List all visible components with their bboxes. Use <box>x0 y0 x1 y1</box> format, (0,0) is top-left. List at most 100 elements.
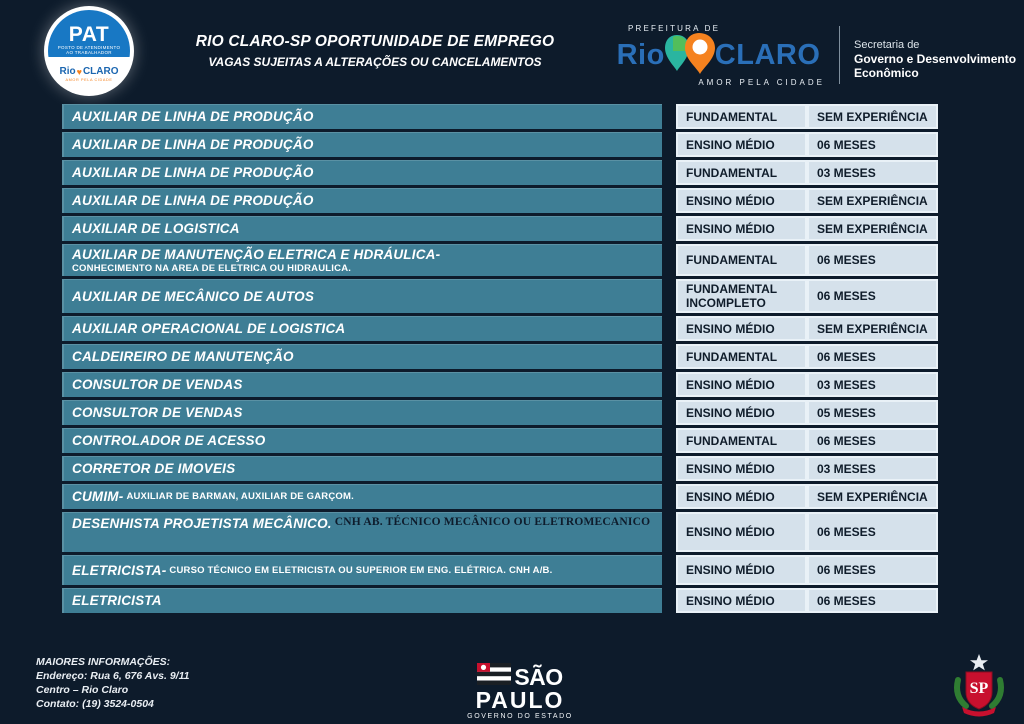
pat-rio-text: Rio <box>59 66 76 77</box>
footer-info-address: Endereço: Rua 6, 676 Avs. 9/11 <box>36 670 190 682</box>
job-title-cell: CONSULTOR DE VENDAS <box>62 400 662 425</box>
education-cell: FUNDAMENTAL INCOMPLETO <box>676 279 807 313</box>
education-cell: ENSINO MÉDIO <box>676 400 807 425</box>
secretaria-line1: Secretaria de <box>854 39 920 51</box>
prefeitura-label: PREFEITURA DE <box>628 24 721 33</box>
experience-cell: 06 MESES <box>807 244 938 276</box>
page-subtitle: VAGAS SUJEITAS A ALTERAÇÕES OU CANCELAME… <box>208 55 542 69</box>
experience-cell: 03 MESES <box>807 160 938 185</box>
column-gap <box>662 344 676 369</box>
table-row: ELETRICISTA- CURSO TÉCNICO EM ELETRICISTA… <box>62 555 938 585</box>
paulo-text: PAULO <box>475 687 565 713</box>
job-title: DESENHISTA PROJETISTA MECÂNICO. <box>72 516 332 531</box>
job-title: ELETRICISTA- <box>72 562 167 578</box>
job-title: AUXILIAR OPERACIONAL DE LOGISTICA <box>72 321 346 336</box>
table-row: CORRETOR DE IMOVEIS ENSINO MÉDIO 03 MESE… <box>62 456 938 481</box>
job-title-cell: CALDEIREIRO DE MANUTENÇÃO <box>62 344 662 369</box>
table-row: AUXILIAR DE LINHA DE PRODUÇÃO FUNDAMENTA… <box>62 160 938 185</box>
table-row: ELETRICISTA ENSINO MÉDIO 06 MESES <box>62 588 938 613</box>
pat-title: PAT <box>68 23 110 46</box>
column-gap <box>662 216 676 241</box>
column-gap <box>662 244 676 276</box>
job-note: AUXILIAR DE BARMAN, AUXILIAR DE GARÇOM. <box>126 491 354 502</box>
sao-paulo-government-logo: SÃO PAULO GOVERNO DO ESTADO <box>455 663 585 720</box>
job-note: CNH AB. TÉCNICO MECÂNICO OU ELETROMECANI… <box>334 516 651 528</box>
education-cell: FUNDAMENTAL <box>676 244 807 276</box>
experience-cell: 06 MESES <box>807 588 938 613</box>
experience-cell: 06 MESES <box>807 279 938 313</box>
table-row: AUXILIAR DE LINHA DE PRODUÇÃO ENSINO MÉD… <box>62 188 938 213</box>
education-cell: ENSINO MÉDIO <box>676 456 807 481</box>
pat-logo: PAT POSTO DE ATENDIMENTO AO TRABALHADOR … <box>44 6 134 96</box>
job-title: AUXILIAR DE MECÂNICO DE AUTOS <box>72 288 315 304</box>
education-cell: FUNDAMENTAL <box>676 104 807 129</box>
job-title-cell: AUXILIAR DE MECÂNICO DE AUTOS <box>62 279 662 313</box>
table-row: AUXILIAR DE LINHA DE PRODUÇÃO ENSINO MÉD… <box>62 132 938 157</box>
pat-logo-inner: PAT POSTO DE ATENDIMENTO AO TRABALHADOR … <box>48 10 130 92</box>
jobs-table: AUXILIAR DE LINHA DE PRODUÇÃO FUNDAMENTA… <box>62 104 938 616</box>
education-cell: ENSINO MÉDIO <box>676 372 807 397</box>
table-row: AUXILIAR DE LINHA DE PRODUÇÃO FUNDAMENTA… <box>62 104 938 129</box>
table-row: CUMIM- AUXILIAR DE BARMAN, AUXILIAR DE GA… <box>62 484 938 509</box>
column-gap <box>662 588 676 613</box>
page-title-block: RIO CLARO-SP OPORTUNIDADE DE EMPREGO VAG… <box>160 33 590 69</box>
job-title: AUXILIAR DE LINHA DE PRODUÇÃO <box>72 165 314 180</box>
experience-cell: SEM EXPERIÊNCIA <box>807 316 938 341</box>
education-cell: ENSINO MÉDIO <box>676 132 807 157</box>
footer-contact-info: MAIORES INFORMAÇÕES: Endereço: Rua 6, 67… <box>36 655 190 711</box>
column-gap <box>662 316 676 341</box>
footer-info-contact: Contato: (19) 3524-0504 <box>36 698 154 710</box>
table-row: AUXILIAR DE LOGISTICA ENSINO MÉDIO SEM E… <box>62 216 938 241</box>
experience-cell: SEM EXPERIÊNCIA <box>807 188 938 213</box>
experience-cell: SEM EXPERIÊNCIA <box>807 484 938 509</box>
table-row: AUXILIAR OPERACIONAL DE LOGISTICA ENSINO… <box>62 316 938 341</box>
table-row: CONTROLADOR DE ACESSO FUNDAMENTAL 06 MES… <box>62 428 938 453</box>
heart-pin-icon: ♥ <box>76 67 82 77</box>
education-cell: ENSINO MÉDIO <box>676 588 807 613</box>
job-title: CUMIM- <box>72 489 124 504</box>
column-gap <box>662 512 676 552</box>
column-gap <box>662 484 676 509</box>
education-cell: FUNDAMENTAL <box>676 344 807 369</box>
footer-info-district: Centro – Rio Claro <box>36 684 129 696</box>
education-cell: ENSINO MÉDIO <box>676 316 807 341</box>
table-row: AUXILIAR DE MECÂNICO DE AUTOS FUNDAMENTA… <box>62 279 938 313</box>
experience-cell: 05 MESES <box>807 400 938 425</box>
pat-subtitle-1: POSTO DE ATENDIMENTO <box>57 45 121 50</box>
job-title: CORRETOR DE IMOVEIS <box>72 461 236 476</box>
job-title: AUXILIAR DE MANUTENÇÃO ELETRICA E HDRÁUL… <box>72 246 441 262</box>
experience-cell: 06 MESES <box>807 344 938 369</box>
page-title: RIO CLARO-SP OPORTUNIDADE DE EMPREGO <box>195 33 555 50</box>
job-title-cell: ELETRICISTA- CURSO TÉCNICO EM ELETRICISTA… <box>62 555 662 585</box>
prefeitura-logo: PREFEITURA DE Rio CLARO AMOR PELA CIDADE <box>606 24 831 87</box>
column-gap <box>662 400 676 425</box>
pat-logo-bottom: Rio ♥ CLARO AMOR PELA CIDADE <box>48 57 130 92</box>
column-gap <box>662 188 676 213</box>
education-cell: ENSINO MÉDIO <box>676 484 807 509</box>
experience-cell: 03 MESES <box>807 456 938 481</box>
job-title: CONSULTOR DE VENDAS <box>72 377 243 392</box>
education-cell: ENSINO MÉDIO <box>676 555 807 585</box>
job-title: AUXILIAR DE LOGISTICA <box>72 221 240 236</box>
job-title: CALDEIREIRO DE MANUTENÇÃO <box>72 349 294 364</box>
job-title-cell: AUXILIAR DE LINHA DE PRODUÇÃO <box>62 160 662 185</box>
sao-text: SÃO <box>514 663 563 690</box>
job-title: CONTROLADOR DE ACESSO <box>72 433 266 448</box>
job-title-cell: AUXILIAR DE LOGISTICA <box>62 216 662 241</box>
job-note: CURSO TÉCNICO EM ELETRICISTA OU SUPERIOR… <box>169 564 553 576</box>
svg-text:SP: SP <box>970 680 989 697</box>
job-title: AUXILIAR DE LINHA DE PRODUÇÃO <box>72 137 314 152</box>
prefeitura-rio-text: Rio <box>616 38 665 71</box>
secretaria-block: Secretaria de Governo e Desenvolvimento … <box>854 38 1016 80</box>
pat-claro-text: CLARO <box>82 66 119 77</box>
table-row: CALDEIREIRO DE MANUTENÇÃO FUNDAMENTAL 06… <box>62 344 938 369</box>
column-gap <box>662 372 676 397</box>
experience-cell: 06 MESES <box>807 428 938 453</box>
table-row: AUXILIAR DE MANUTENÇÃO ELETRICA E HDRÁUL… <box>62 244 938 276</box>
sao-paulo-coat-of-arms-icon: SP <box>948 652 1010 723</box>
prefeitura-claro-text: CLARO <box>714 38 821 71</box>
prefeitura-tagline: AMOR PELA CIDADE <box>698 78 825 87</box>
job-title-cell: AUXILIAR DE LINHA DE PRODUÇÃO <box>62 132 662 157</box>
experience-cell: SEM EXPERIÊNCIA <box>807 216 938 241</box>
column-gap <box>662 428 676 453</box>
